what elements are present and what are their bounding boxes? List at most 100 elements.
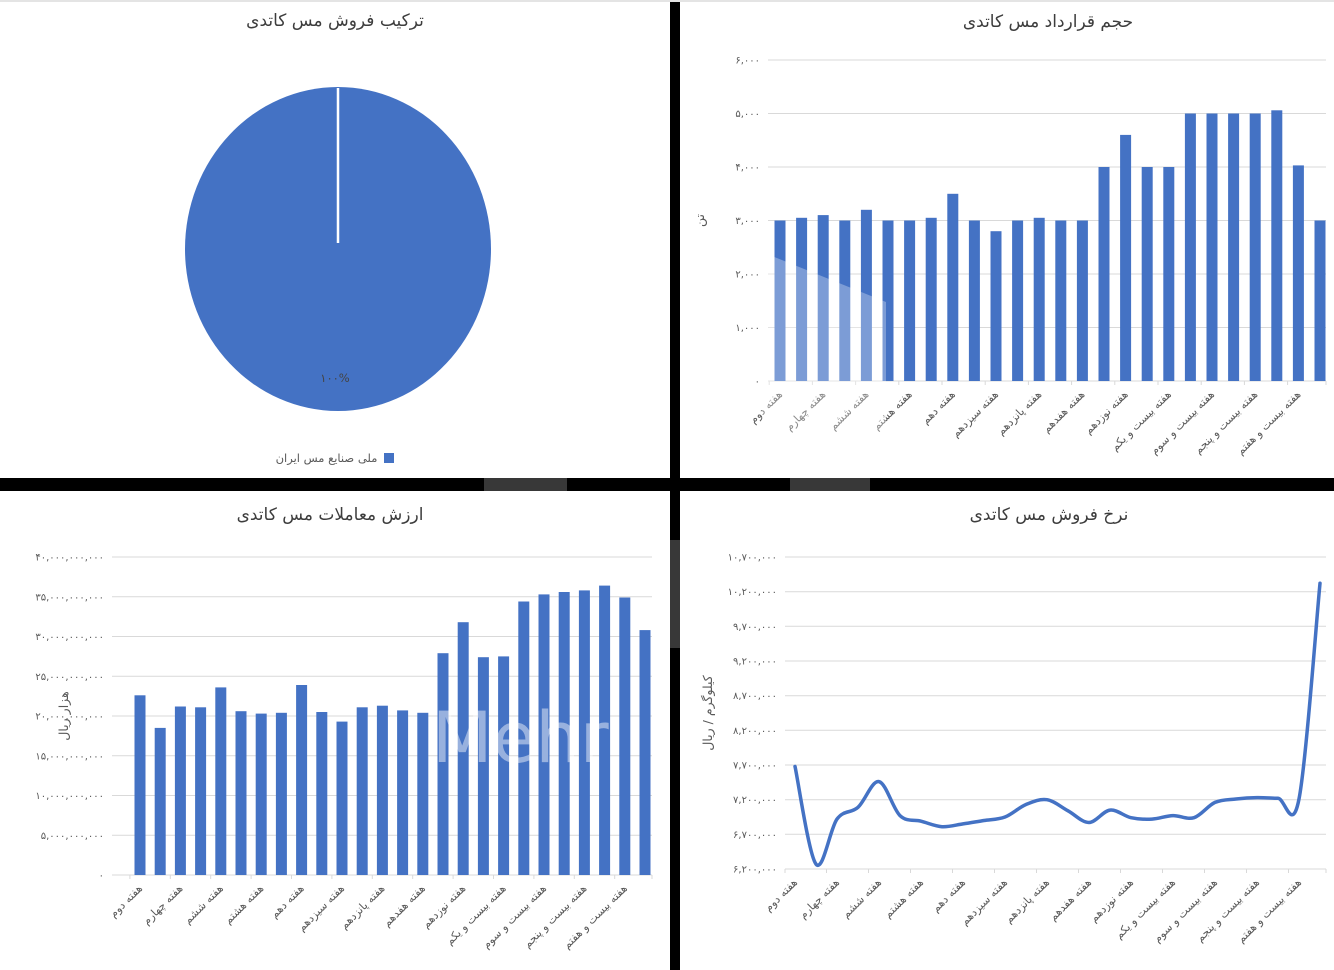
top-hairline <box>0 0 1334 2</box>
y-tick-label: ۵,۰۰۰,۰۰۰,۰۰۰ <box>41 831 104 842</box>
bar <box>316 712 328 875</box>
bar <box>1076 220 1088 381</box>
divider-horizontal <box>0 478 1334 491</box>
bar <box>336 721 348 875</box>
panel-contract-volume: حجم قرارداد مس کاتدی ۶,۰۰۰ ۵,۰۰۰ ۴,۰۰۰ ۳,۰۰… <box>680 0 1334 478</box>
panel-sales-mix: ترکیب فروش مس کاتدی ۱۰۰% ملی صنایع مس ای… <box>0 0 670 478</box>
x-tick-label: هفته دوم <box>747 388 785 426</box>
bar <box>1012 220 1024 381</box>
bar <box>437 653 449 875</box>
x-axis-ticks <box>768 381 1327 385</box>
y-axis-title: تن <box>692 213 708 227</box>
y-tick-label: ۶,۰۰۰ <box>735 56 760 67</box>
x-tick-label: هفته چهارم <box>797 876 843 922</box>
bar <box>195 707 207 875</box>
bar <box>925 217 937 381</box>
bar <box>639 630 651 875</box>
bar <box>1184 113 1196 381</box>
bar <box>376 705 388 875</box>
bar <box>1271 110 1283 382</box>
y-tick-label: ۳۰,۰۰۰,۰۰۰,۰۰۰ <box>35 632 104 643</box>
x-tick-label: هفته چهارم <box>140 882 186 928</box>
bar <box>457 622 469 875</box>
x-tick-label: هفته سیزدهم <box>949 388 1001 440</box>
x-tick-label: هفته دهم <box>919 388 958 427</box>
bar <box>882 220 894 381</box>
bar <box>558 592 570 875</box>
legend-label: ملی صنایع مس ایران <box>275 451 378 465</box>
x-tick-label: هفته ششم <box>839 876 884 921</box>
y-tick-label: ۱۰,۲۰۰,۰۰۰ <box>728 587 777 598</box>
bar <box>397 710 409 875</box>
sales-mix-legend: ملی صنایع مس ایران <box>0 451 670 465</box>
bar <box>1055 220 1067 381</box>
bar <box>860 209 872 381</box>
x-tick-label: هفته هشتم <box>881 876 926 921</box>
x-tick-label: هفته ششم <box>827 388 872 433</box>
y-tick-label: ۳۵,۰۰۰,۰۰۰,۰۰۰ <box>35 592 104 603</box>
bar <box>839 220 851 381</box>
bar <box>154 727 166 875</box>
sale-rate-title: نرخ فروش مس کاتدی <box>969 505 1129 525</box>
x-tick-label: هفته پانزدهم <box>1002 876 1052 926</box>
bars <box>774 110 1326 382</box>
y-tick-label: ۷,۲۰۰,۰۰۰ <box>733 795 777 806</box>
bar <box>796 217 808 381</box>
x-tick-label: هفته دوم <box>762 876 800 914</box>
trade-value-bar-chart: ۴۰,۰۰۰,۰۰۰,۰۰۰ ۳۵,۰۰۰,۰۰۰,۰۰۰ ۳۰,۰۰۰,۰۰۰,۰… <box>35 553 653 952</box>
bar <box>990 231 1002 381</box>
y-tick-label: ۶,۲۰۰,۰۰۰ <box>733 865 777 876</box>
y-tick-label: ۰ <box>99 871 104 882</box>
trade-value-title: ارزش معاملات مس کاتدی <box>236 505 424 525</box>
bar <box>1098 167 1110 381</box>
y-axis-tick-labels: ۴۰,۰۰۰,۰۰۰,۰۰۰ ۳۵,۰۰۰,۰۰۰,۰۰۰ ۳۰,۰۰۰,۰۰۰,۰… <box>35 553 104 882</box>
bar <box>904 220 916 381</box>
y-tick-label: ۲,۰۰۰ <box>735 270 760 281</box>
y-axis-tick-labels: ۶,۰۰۰ ۵,۰۰۰ ۴,۰۰۰ ۳,۰۰۰ ۲,۰۰۰ ۱,۰۰۰ ۰ <box>735 56 760 388</box>
bar <box>968 220 980 381</box>
y-axis-tick-labels: ۱۰,۷۰۰,۰۰۰ ۱۰,۲۰۰,۰۰۰ ۹,۷۰۰,۰۰۰ ۹,۲۰۰,۰۰۰ ۸,… <box>728 553 777 876</box>
bar <box>417 712 429 875</box>
bar <box>296 685 308 875</box>
bar <box>235 711 247 875</box>
bar <box>578 590 590 875</box>
bar <box>1228 113 1240 381</box>
y-tick-label: ۴,۰۰۰ <box>735 163 760 174</box>
y-tick-label: ۱۵,۰۰۰,۰۰۰,۰۰۰ <box>35 751 104 762</box>
bar <box>599 585 611 875</box>
y-axis-title: کیلوگرم / ریال <box>700 675 716 751</box>
bar <box>498 656 510 875</box>
y-tick-label: ۴۰,۰۰۰,۰۰۰,۰۰۰ <box>35 553 104 564</box>
y-tick-label: ۷,۷۰۰,۰۰۰ <box>733 761 777 772</box>
y-tick-label: ۵,۰۰۰ <box>735 109 760 120</box>
y-tick-label: ۰ <box>755 377 760 388</box>
x-tick-label: هفته چهارم <box>783 388 829 434</box>
bar <box>817 215 829 381</box>
bar <box>255 713 267 875</box>
bar <box>134 695 146 875</box>
bar <box>774 220 786 381</box>
bars <box>134 585 651 875</box>
x-tick-label: هفته دهم <box>268 882 307 921</box>
y-tick-label: ۸,۷۰۰,۰۰۰ <box>733 691 777 702</box>
y-tick-label: ۹,۲۰۰,۰۰۰ <box>733 657 777 668</box>
x-tick-label: هفته هفدهم <box>1040 388 1088 436</box>
sales-mix-title: ترکیب فروش مس کاتدی <box>246 11 424 31</box>
bar <box>538 594 550 875</box>
y-tick-label: ۱۰,۰۰۰,۰۰۰,۰۰۰ <box>35 791 104 802</box>
bar <box>1292 165 1304 381</box>
bar <box>477 657 489 875</box>
y-tick-label: ۲۵,۰۰۰,۰۰۰,۰۰۰ <box>35 672 104 683</box>
bar <box>174 706 186 875</box>
x-tick-label: هفته دوم <box>107 882 145 920</box>
pie-data-label: ۱۰۰% <box>320 371 350 385</box>
bar <box>356 707 368 875</box>
x-tick-label: هفته هشتم <box>222 882 267 927</box>
bar <box>619 597 631 875</box>
y-tick-label: ۸,۲۰۰,۰۰۰ <box>733 726 777 737</box>
bar <box>1141 167 1153 381</box>
